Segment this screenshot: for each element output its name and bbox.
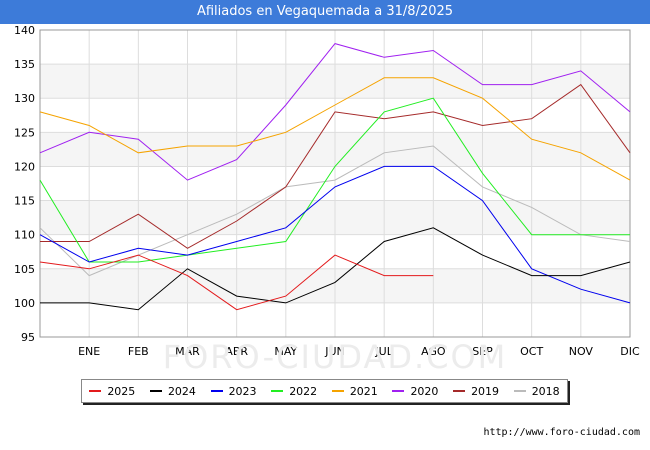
y-tick-label: 140 (14, 24, 35, 37)
legend-label: 2025 (107, 384, 136, 398)
watermark: FORO-CIUDAD.COM (163, 338, 508, 376)
plot-frame (39, 29, 631, 338)
legend-swatch (453, 390, 466, 392)
legend-label: 2018 (531, 384, 560, 398)
x-tick-label: OCT (520, 345, 543, 358)
legend-item-2024: 2024 (149, 384, 196, 398)
x-tick-label: SEP (472, 345, 493, 358)
y-tick-label: 110 (14, 229, 35, 242)
legend-swatch (149, 390, 162, 392)
legend-item-2020: 2020 (392, 385, 438, 398)
x-tick-label: FEB (128, 345, 149, 358)
series-line-2025 (39, 254, 434, 311)
legend-label: 2020 (410, 384, 439, 398)
axes: 95 100 105 110 115 120 125 130 135 140 ENE FEB MAR AB… (14, 24, 640, 358)
x-tick-label: MAR (175, 345, 200, 358)
series-line-2022 (39, 97, 630, 263)
legend-item-2023: 2023 (210, 384, 257, 398)
legend-label: 2021 (349, 384, 378, 398)
y-tick-label: 120 (14, 160, 35, 173)
legend-label: 2022 (289, 384, 318, 398)
x-tick-label: DIC (620, 345, 640, 358)
x-tick-label: ENE (78, 345, 100, 358)
x-tick-label: NOV (569, 345, 594, 358)
x-tick-label: ABR (225, 345, 248, 358)
legend-item-2019: 2019 (453, 385, 499, 398)
legend-swatch (89, 390, 102, 392)
series-line-2019 (40, 83, 631, 249)
x-tick-label: JUN (324, 345, 345, 358)
y-tick-label: 100 (14, 297, 35, 310)
y-tick-label: 95 (21, 331, 35, 344)
grid-lines (40, 29, 631, 338)
legend-swatch (271, 390, 284, 392)
series-line-2023 (39, 165, 631, 304)
x-tick-label: AGO (421, 345, 446, 358)
legend-item-2018: 2018 (513, 384, 560, 398)
x-tick-label: JUL (374, 345, 393, 358)
legend-label: 2023 (228, 384, 257, 398)
y-tick-label: 115 (14, 195, 35, 208)
legend-swatch (210, 390, 223, 392)
legend-swatch (513, 390, 526, 392)
legend-swatch (392, 390, 405, 392)
legend-item-2022: 2022 (271, 385, 317, 398)
source-url[interactable]: http://www.foro-ciudad.com (483, 427, 640, 438)
series-line-2021 (39, 77, 631, 181)
chart-title: Afiliados en Vegaquemada a 31/8/2025 (0, 0, 650, 24)
legend-label: 2024 (167, 384, 196, 398)
y-tick-label: 105 (14, 263, 35, 276)
legend-swatch (331, 390, 344, 392)
legend-label: 2019 (471, 384, 500, 398)
y-tick-label: 135 (14, 58, 35, 71)
legend-item-2021: 2021 (331, 384, 378, 398)
y-tick-label: 125 (14, 126, 35, 139)
x-tick-label: MAY (274, 345, 297, 358)
legend: 2025 2024 2023 2022 2021 2020 2019 2018 (81, 379, 568, 403)
y-tick-label: 130 (14, 92, 35, 105)
series-line-2020 (39, 43, 631, 181)
series-line-2024 (40, 227, 631, 311)
series-lines (39, 43, 631, 311)
legend-item-2025: 2025 (89, 385, 135, 398)
